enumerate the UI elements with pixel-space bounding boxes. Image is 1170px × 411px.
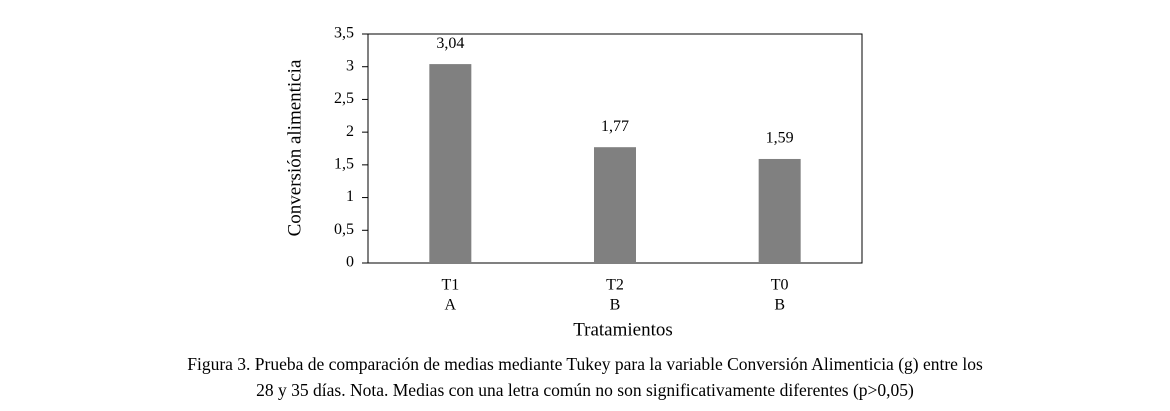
x-axis-label: Tratamientos — [573, 319, 673, 340]
value-label: 1,59 — [766, 130, 794, 147]
y-tick-label: 2 — [346, 123, 354, 140]
y-tick-label: 3,5 — [334, 25, 354, 42]
y-axis-label: Conversión alimenticia — [284, 59, 305, 236]
bar — [429, 64, 472, 264]
caption-line: 28 y 35 días. Nota. Medias con una letra… — [256, 380, 914, 400]
bar — [594, 147, 636, 263]
group-label: B — [610, 297, 621, 314]
group-label: B — [774, 297, 785, 314]
x-tick-label: T1 — [441, 277, 459, 294]
group-label: A — [445, 297, 457, 314]
y-tick-label: 3 — [346, 57, 354, 74]
y-tick-label: 1 — [346, 188, 354, 205]
x-tick-label: T0 — [771, 277, 789, 294]
caption-line: Figura 3. Prueba de comparación de media… — [187, 354, 983, 374]
value-label: 1,77 — [601, 118, 629, 135]
y-tick-label: 0,5 — [334, 221, 354, 238]
y-tick-label: 0 — [346, 254, 354, 271]
value-label: 3,04 — [436, 35, 464, 52]
bar — [758, 158, 801, 263]
y-tick-label: 1,5 — [334, 156, 354, 173]
y-tick-label: 2,5 — [334, 90, 354, 107]
x-tick-label: T2 — [606, 277, 624, 294]
